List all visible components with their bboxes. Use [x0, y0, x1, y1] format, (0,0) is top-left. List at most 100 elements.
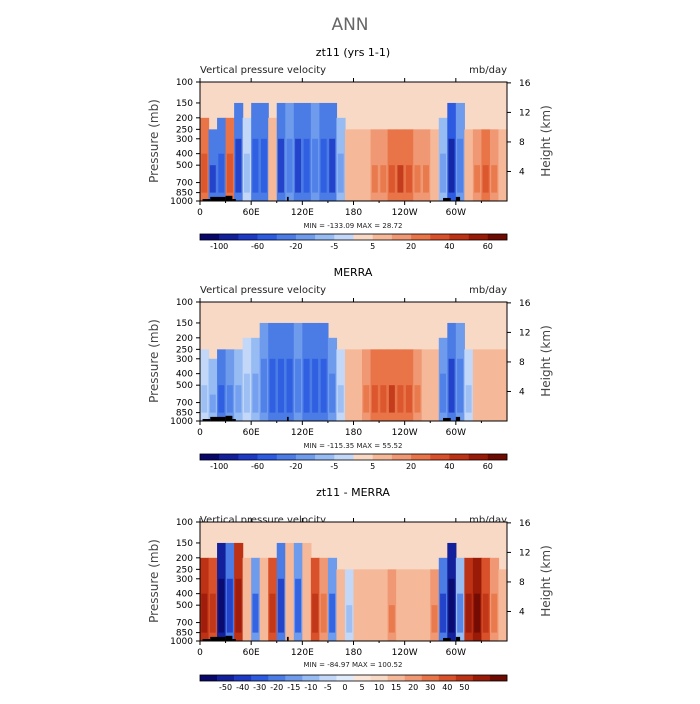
data-band-core — [448, 358, 455, 413]
data-band — [421, 129, 431, 201]
data-band-core — [414, 385, 421, 413]
colorbar-label: -60 — [251, 462, 264, 471]
data-band-core — [457, 593, 464, 633]
y-tick-label: 300 — [176, 355, 193, 365]
x-tick-label: 120W — [392, 208, 418, 218]
y-tick-label: 150 — [176, 99, 193, 109]
data-band-core — [363, 605, 370, 633]
y-tick-label-right: 12 — [519, 328, 530, 338]
data-band — [413, 129, 423, 201]
data-band-core — [482, 385, 489, 413]
data-band — [353, 349, 363, 421]
colorbar-swatch — [372, 234, 393, 240]
colorbar-swatch — [372, 454, 393, 460]
colorbar-label: 15 — [391, 683, 401, 692]
data-band — [217, 349, 227, 421]
y-tick-label: 300 — [176, 575, 193, 585]
topography — [455, 416, 461, 421]
data-band — [353, 569, 363, 641]
y-tick-label: 250 — [176, 565, 193, 575]
data-band-core — [337, 605, 344, 633]
data-band — [430, 569, 440, 641]
data-band-core — [440, 593, 447, 633]
data-band-core — [329, 373, 336, 413]
colorbar-label: 50 — [459, 683, 469, 692]
colorbar-swatch — [257, 454, 278, 460]
colorbar-swatch — [295, 454, 316, 460]
panel-left-label: Vertical pressure velocity — [200, 65, 326, 76]
data-band — [472, 129, 483, 201]
data-band-core — [346, 385, 353, 413]
data-band — [404, 569, 414, 641]
data-band-core — [303, 578, 310, 633]
data-band — [387, 349, 397, 421]
y-tick-label-right: 4 — [519, 167, 525, 177]
data-band-core — [260, 358, 267, 413]
data-band — [489, 349, 500, 421]
topography — [443, 417, 451, 421]
colorbar-label: -100 — [210, 242, 228, 251]
colorbar-label: -10 — [304, 683, 317, 692]
colorbar-label: 60 — [483, 462, 493, 471]
x-tick-label: 60E — [243, 428, 260, 438]
data-band — [370, 569, 380, 641]
data-band-core — [448, 138, 455, 193]
topography — [210, 196, 226, 201]
y-tick-label: 150 — [176, 319, 193, 329]
y-tick-label-right: 8 — [519, 138, 525, 148]
data-band-core — [269, 593, 276, 633]
data-band-core — [260, 138, 267, 193]
data-band-core — [252, 373, 259, 413]
data-band — [404, 349, 414, 421]
colorbar-swatch — [319, 675, 337, 681]
data-band-core — [380, 385, 387, 413]
y-tick-label: 200 — [176, 334, 193, 344]
panel-3: zt11 - MERRA Vertical pressure velocity … — [147, 486, 553, 692]
data-band-core — [380, 165, 387, 193]
colorbar-swatch — [268, 675, 286, 681]
data-band-core — [209, 165, 216, 193]
data-band — [379, 569, 389, 641]
data-band-core — [457, 138, 464, 193]
data-band-core — [278, 578, 284, 633]
colorbar-swatch — [334, 234, 354, 240]
topography — [455, 196, 461, 201]
colorbar-swatch — [430, 454, 450, 460]
data-band — [344, 349, 355, 421]
data-band-core — [243, 373, 250, 413]
colorbar-swatch — [302, 675, 320, 681]
data-band — [464, 349, 474, 421]
data-band-core — [499, 165, 506, 193]
colorbar-swatch — [315, 454, 335, 460]
y-tick-label: 1000 — [170, 417, 193, 427]
y-tick-label-right: 16 — [519, 79, 531, 89]
y-axis-label-left: Pressure (mb) — [147, 99, 161, 183]
data-band-core — [226, 578, 233, 633]
colorbar-label: -5 — [330, 462, 338, 471]
data-band-core — [440, 373, 447, 413]
x-tick-label: 180 — [345, 208, 362, 218]
data-band-core — [337, 153, 344, 193]
min-max-stats: MIN = -133.09 MAX = 28.72 — [304, 222, 403, 230]
colorbar-label: -60 — [251, 242, 264, 251]
colorbar-label: 0 — [342, 683, 347, 692]
data-band — [498, 129, 508, 201]
topography — [210, 416, 226, 421]
data-band-core — [218, 385, 225, 413]
colorbar-label: 10 — [374, 683, 384, 692]
y-axis-label-right: Height (km) — [539, 325, 553, 396]
y-tick-label-right: 12 — [519, 108, 530, 118]
colorbar-label: 5 — [370, 242, 375, 251]
data-band — [362, 349, 372, 421]
data-band-core — [209, 394, 216, 413]
y-tick-label: 500 — [176, 161, 193, 171]
colorbar-swatch — [455, 675, 474, 681]
data-band-core — [414, 605, 421, 633]
data-band-core — [312, 358, 319, 413]
colorbar-swatch — [404, 675, 423, 681]
colorbar-swatch — [238, 454, 258, 460]
colorbar-label: -20 — [289, 242, 302, 251]
data-band — [344, 569, 355, 641]
